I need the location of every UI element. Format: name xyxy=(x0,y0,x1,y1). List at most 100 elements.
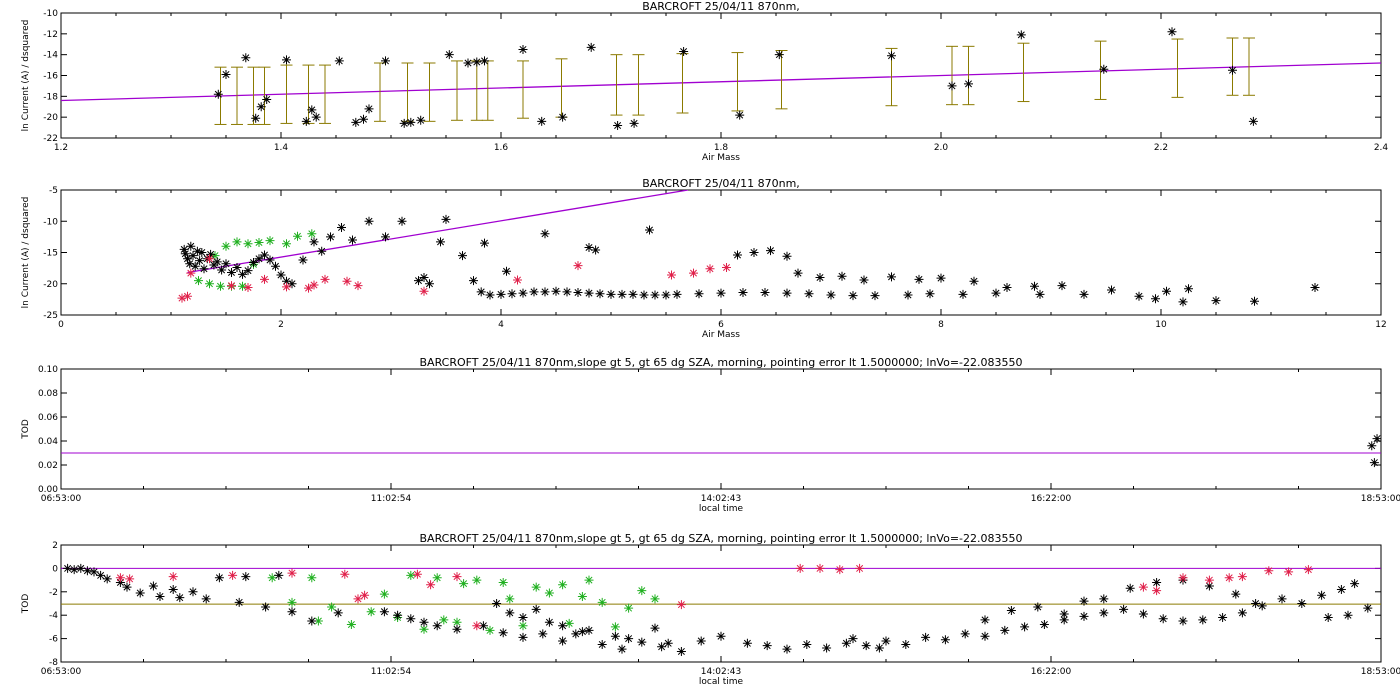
data-point-green xyxy=(210,251,220,261)
data-point-black xyxy=(469,276,478,286)
data-point-red xyxy=(243,283,253,292)
data-point-black xyxy=(480,238,489,248)
data-point-green xyxy=(505,594,515,604)
data-point-black xyxy=(591,245,601,255)
data-point-black xyxy=(496,289,506,299)
chart-panel-2: BARCROFT 25/04/11 870nm, 0 2 4 6 8 10 12 -25 -20 -… xyxy=(21,177,1387,340)
data-point-red xyxy=(1138,582,1148,592)
data-point-red xyxy=(513,275,522,285)
data-point-red xyxy=(815,563,825,573)
y-axis-label: TOD xyxy=(21,419,31,440)
chart-panel-3: BARCROFT 25/04/11 870nm,slope gt 5, gt 6… xyxy=(21,356,1400,514)
data-point-green xyxy=(238,281,247,291)
data-point-black xyxy=(397,216,407,226)
data-point-black xyxy=(782,251,792,261)
data-point-red xyxy=(452,572,462,582)
y-tick-label: -18 xyxy=(43,92,58,102)
data-point-green xyxy=(459,579,469,589)
data-point-green xyxy=(205,279,214,289)
data-point-black xyxy=(1343,610,1353,620)
data-point-black xyxy=(958,289,968,299)
data-point-green xyxy=(584,575,594,585)
data-point-red xyxy=(186,268,196,278)
data-point-green xyxy=(637,586,647,596)
data-point-black xyxy=(432,621,442,631)
data-point-red xyxy=(676,600,686,610)
data-point-black xyxy=(249,258,258,267)
data-point-black xyxy=(738,288,748,297)
x-tick-label: 16:22:00 xyxy=(1031,667,1072,677)
data-point xyxy=(301,116,311,126)
y-tick-label: -5 xyxy=(49,186,58,196)
data-point-red xyxy=(360,590,370,600)
data-point-black xyxy=(903,290,913,300)
data-point xyxy=(629,118,639,128)
data-point-red xyxy=(228,570,238,580)
data-point-black xyxy=(419,617,429,627)
data-point-black xyxy=(694,289,704,299)
data-point-black xyxy=(1107,285,1116,295)
data-point-black xyxy=(595,289,605,299)
data-point-red xyxy=(1284,567,1294,577)
y-axis-label: TOD xyxy=(21,594,31,615)
data-point-black xyxy=(1162,286,1171,296)
data-point-black xyxy=(1134,291,1144,301)
data-point-black xyxy=(261,602,271,612)
data-point xyxy=(1372,434,1381,444)
x-tick-label: 16:22:00 xyxy=(1031,494,1072,504)
data-point-black xyxy=(192,246,202,256)
chart-title: BARCROFT 25/04/11 870nm,slope gt 5, gt 6… xyxy=(420,532,1023,545)
data-point-black xyxy=(650,290,660,300)
data-point-black xyxy=(1059,609,1069,619)
data-point-black xyxy=(645,225,654,235)
data-point-black xyxy=(298,255,308,265)
data-point-black xyxy=(628,289,638,299)
x-tick-label: 10 xyxy=(1155,320,1167,330)
y-tick-label: 2 xyxy=(52,541,58,551)
data-point-black xyxy=(476,287,486,297)
data-point-black xyxy=(185,259,195,269)
data-point-black xyxy=(317,246,327,256)
data-point-black xyxy=(498,628,508,638)
data-point-black xyxy=(518,288,528,298)
data-point-black xyxy=(1059,615,1069,625)
data-point-black xyxy=(760,288,770,297)
data-point-black xyxy=(1178,616,1188,626)
data-point-green xyxy=(432,573,442,583)
data-point xyxy=(1228,65,1237,75)
data-point-black xyxy=(848,291,858,301)
data-point-red xyxy=(472,621,482,631)
data-point-black xyxy=(1020,622,1030,632)
data-point-black xyxy=(441,214,451,224)
data-point-green xyxy=(531,582,541,592)
x-tick-label: 11:02:54 xyxy=(371,494,412,504)
data-point-black xyxy=(881,636,891,646)
data-point-black xyxy=(960,629,970,639)
data-point-black xyxy=(381,232,390,242)
data-point-black xyxy=(1198,615,1208,625)
x-tick-label: 2.0 xyxy=(934,143,949,153)
x-tick-label: 14:02:43 xyxy=(701,667,741,677)
x-tick-label: 2.4 xyxy=(1374,143,1389,153)
data-point-red xyxy=(667,270,676,280)
data-point-black xyxy=(1002,283,1012,292)
data-point-black xyxy=(540,229,550,239)
data-point-black xyxy=(1257,601,1267,611)
fit-line xyxy=(187,190,689,274)
data-point-red xyxy=(419,286,429,296)
x-tick-label: 6 xyxy=(718,320,724,330)
y-tick-label: 0.04 xyxy=(38,437,58,447)
data-point-black xyxy=(1297,599,1307,608)
data-point-black xyxy=(562,287,572,297)
data-point-black xyxy=(558,636,568,646)
data-point-black xyxy=(571,629,581,639)
data-point-red xyxy=(177,293,187,303)
data-point xyxy=(282,55,291,65)
data-point-black xyxy=(887,272,896,282)
data-point-black xyxy=(676,646,686,656)
data-point-green xyxy=(267,573,277,583)
data-point-black xyxy=(135,588,145,598)
y-tick-label: 0.02 xyxy=(38,461,58,471)
